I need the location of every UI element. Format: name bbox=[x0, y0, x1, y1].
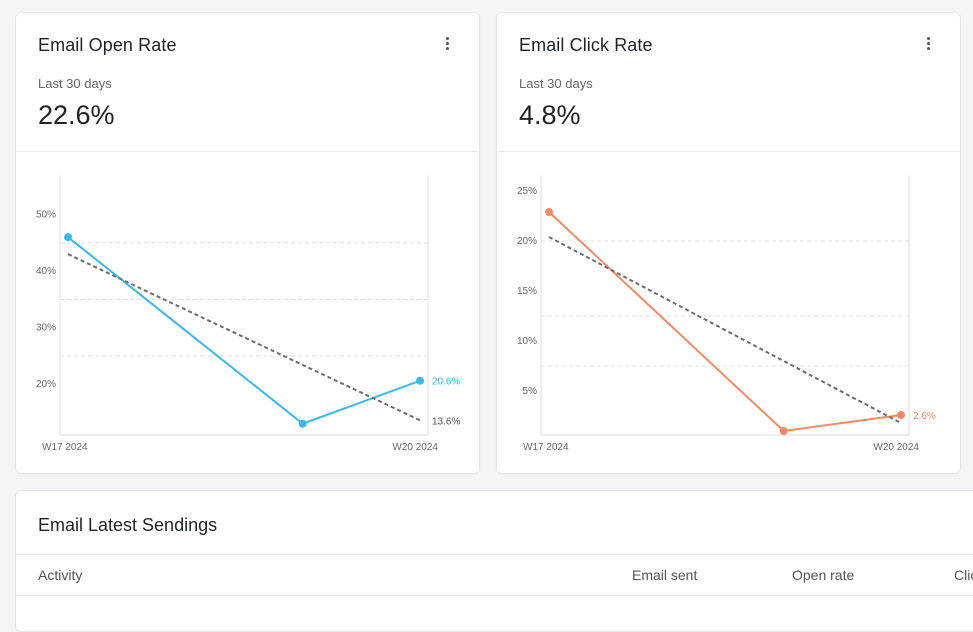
series-end-label: 20.6% bbox=[432, 377, 460, 388]
series-end-label: 2.6% bbox=[913, 411, 936, 422]
y-tick-label: 20% bbox=[36, 379, 56, 390]
y-tick-label: 25% bbox=[517, 186, 537, 197]
card-value: 22.6% bbox=[38, 100, 115, 130]
table-title: Email Latest Sendings bbox=[38, 515, 218, 535]
data-point bbox=[779, 427, 788, 435]
more-options-icon[interactable] bbox=[922, 35, 934, 55]
column-header-email-sent[interactable]: Email sent bbox=[632, 567, 698, 583]
series-line bbox=[548, 211, 902, 433]
x-tick-label: W17 2024 bbox=[42, 442, 88, 453]
x-tick-label: W20 2024 bbox=[873, 442, 919, 453]
column-header-activity[interactable]: Activity bbox=[38, 567, 83, 583]
y-tick-label: 30% bbox=[36, 323, 56, 334]
email-latest-sendings-card: Email Latest Sendings Activity Email sen… bbox=[15, 490, 973, 632]
y-tick-label: 40% bbox=[36, 266, 56, 277]
trend-line bbox=[67, 253, 421, 422]
data-point bbox=[64, 233, 72, 242]
card-period: Last 30 days bbox=[38, 76, 112, 91]
open-rate-chart: 20% 30% 40% 50% W17 2024 W20 2024 20.6% 13.6% bbox=[36, 175, 460, 453]
click-rate-chart: 5% 10% 15% 20% 25% W17 2024 W20 2024 2.6% bbox=[517, 175, 936, 453]
divider bbox=[16, 554, 973, 555]
data-point bbox=[416, 376, 424, 385]
y-tick-label: 50% bbox=[36, 210, 56, 221]
email-click-rate-card: Email Click Rate Last 30 days 4.8% 5% 10%… bbox=[496, 12, 961, 474]
divider bbox=[16, 151, 479, 152]
card-title: Email Click Rate bbox=[519, 35, 653, 55]
data-point bbox=[298, 419, 307, 428]
card-value: 4.8% bbox=[519, 100, 581, 130]
column-header-click-rate[interactable]: Click rate bbox=[954, 567, 973, 583]
y-tick-label: 15% bbox=[517, 286, 537, 297]
y-tick-label: 20% bbox=[517, 236, 537, 247]
data-point bbox=[545, 208, 553, 216]
trend-line bbox=[548, 236, 902, 424]
x-tick-label: W17 2024 bbox=[523, 442, 569, 453]
card-title: Email Open Rate bbox=[38, 35, 177, 55]
column-header-open-rate[interactable]: Open rate bbox=[792, 567, 855, 583]
x-tick-label: W20 2024 bbox=[392, 442, 438, 453]
divider bbox=[497, 151, 960, 152]
y-tick-label: 10% bbox=[517, 336, 537, 347]
more-options-icon[interactable] bbox=[441, 35, 453, 55]
divider bbox=[16, 595, 973, 596]
data-point bbox=[897, 411, 905, 419]
email-open-rate-card: Email Open Rate Last 30 days 22.6% 20% 30… bbox=[15, 12, 480, 474]
trend-end-label: 13.6% bbox=[432, 416, 460, 427]
y-tick-label: 5% bbox=[523, 386, 538, 397]
card-period: Last 30 days bbox=[519, 76, 593, 91]
